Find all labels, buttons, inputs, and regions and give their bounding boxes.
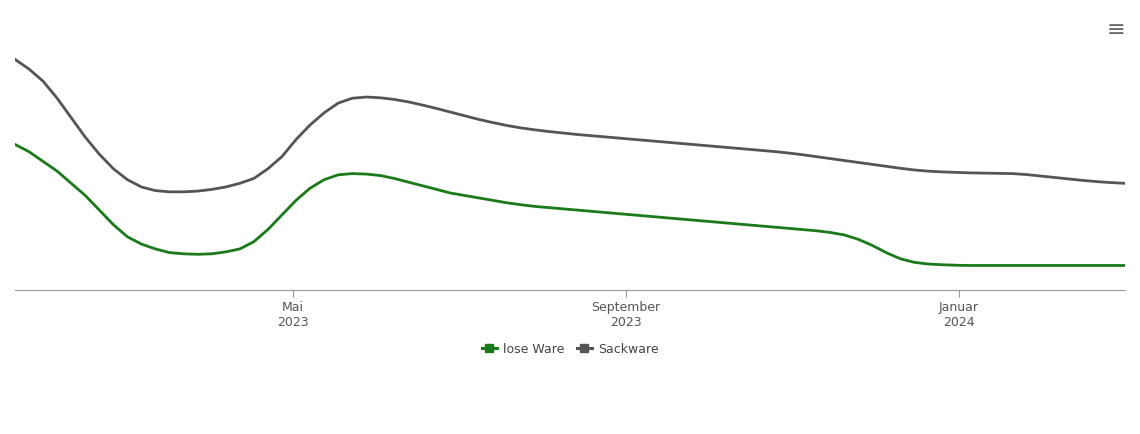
Text: ≡: ≡: [1107, 20, 1125, 40]
Legend: lose Ware, Sackware: lose Ware, Sackware: [477, 338, 663, 361]
